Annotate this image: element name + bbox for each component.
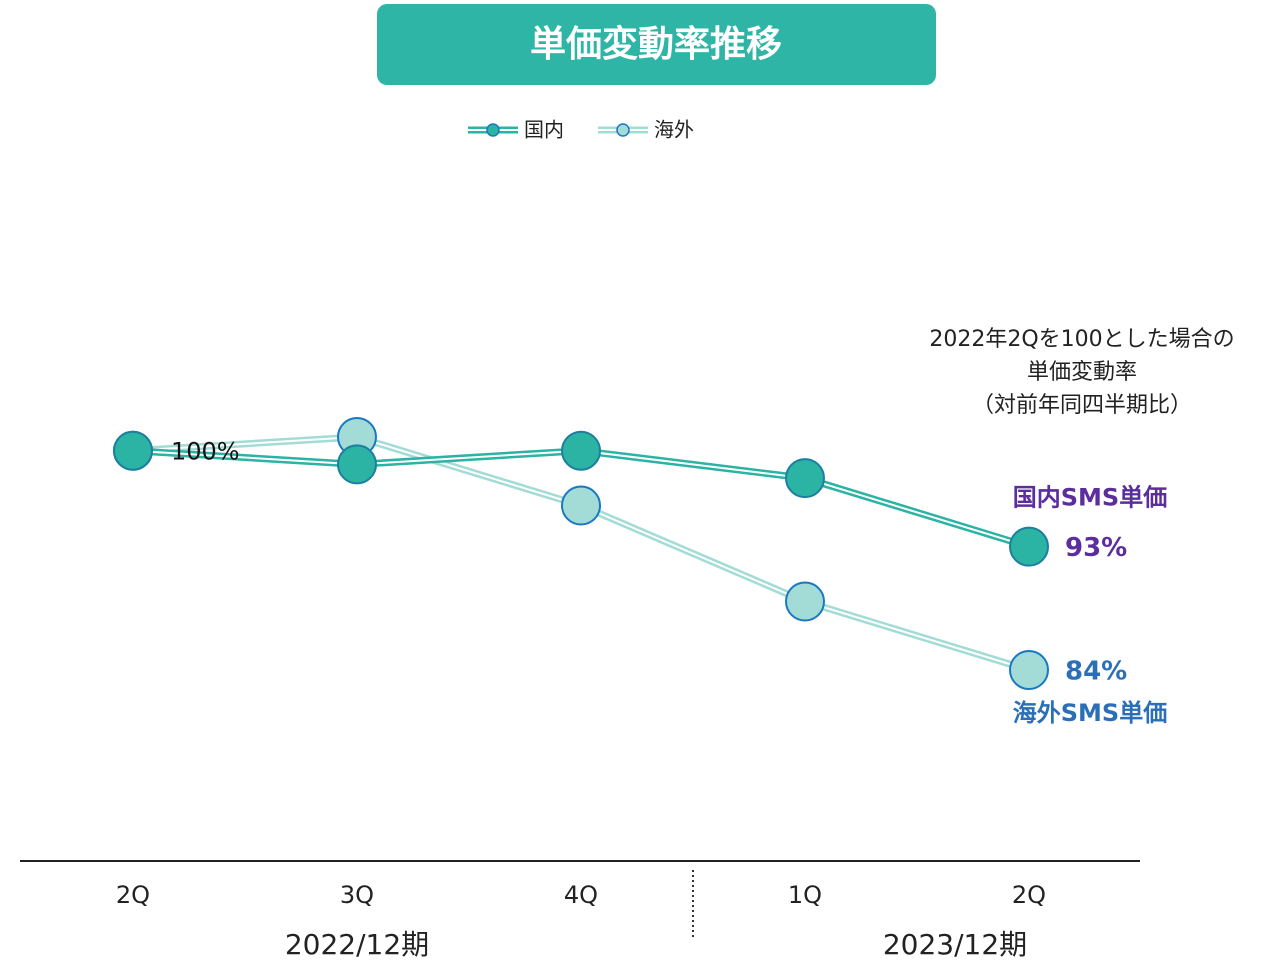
point [785,458,825,499]
note: （対前年同四半期比） [972,393,1192,418]
note: 2022年2Qを100とした場合の [929,327,1234,352]
point [561,430,601,471]
series-line-inner [132,435,1030,671]
series-label: 国内SMS単価 [1013,484,1167,512]
series-line [132,433,1031,674]
legend-marker [616,123,630,137]
legend-label: 海外 [654,118,694,142]
point [337,444,377,485]
series-label: 海外SMS単価 [1013,699,1167,727]
legend-marker [486,123,500,137]
legend-label: 国内 [524,118,564,142]
chart-title: 単価変動率推移 [530,23,782,65]
group-label: 2022/12期 [285,928,429,961]
point [785,581,825,622]
value-label: 93% [1065,533,1127,563]
note: 単価変動率 [1027,360,1137,385]
x-tick-label: 3Q [340,881,374,909]
value-label: 84% [1065,657,1127,687]
point [561,485,601,526]
title-box [377,4,936,85]
x-tick-label: 4Q [564,881,598,909]
x-tick-label: 2Q [116,881,150,909]
x-tick-label: 1Q [788,881,822,909]
value-label: 100% [171,438,240,466]
point [113,430,153,471]
group-label: 2023/12期 [883,928,1027,961]
x-tick-label: 2Q [1012,881,1046,909]
point [1009,650,1049,690]
point [1009,526,1049,567]
